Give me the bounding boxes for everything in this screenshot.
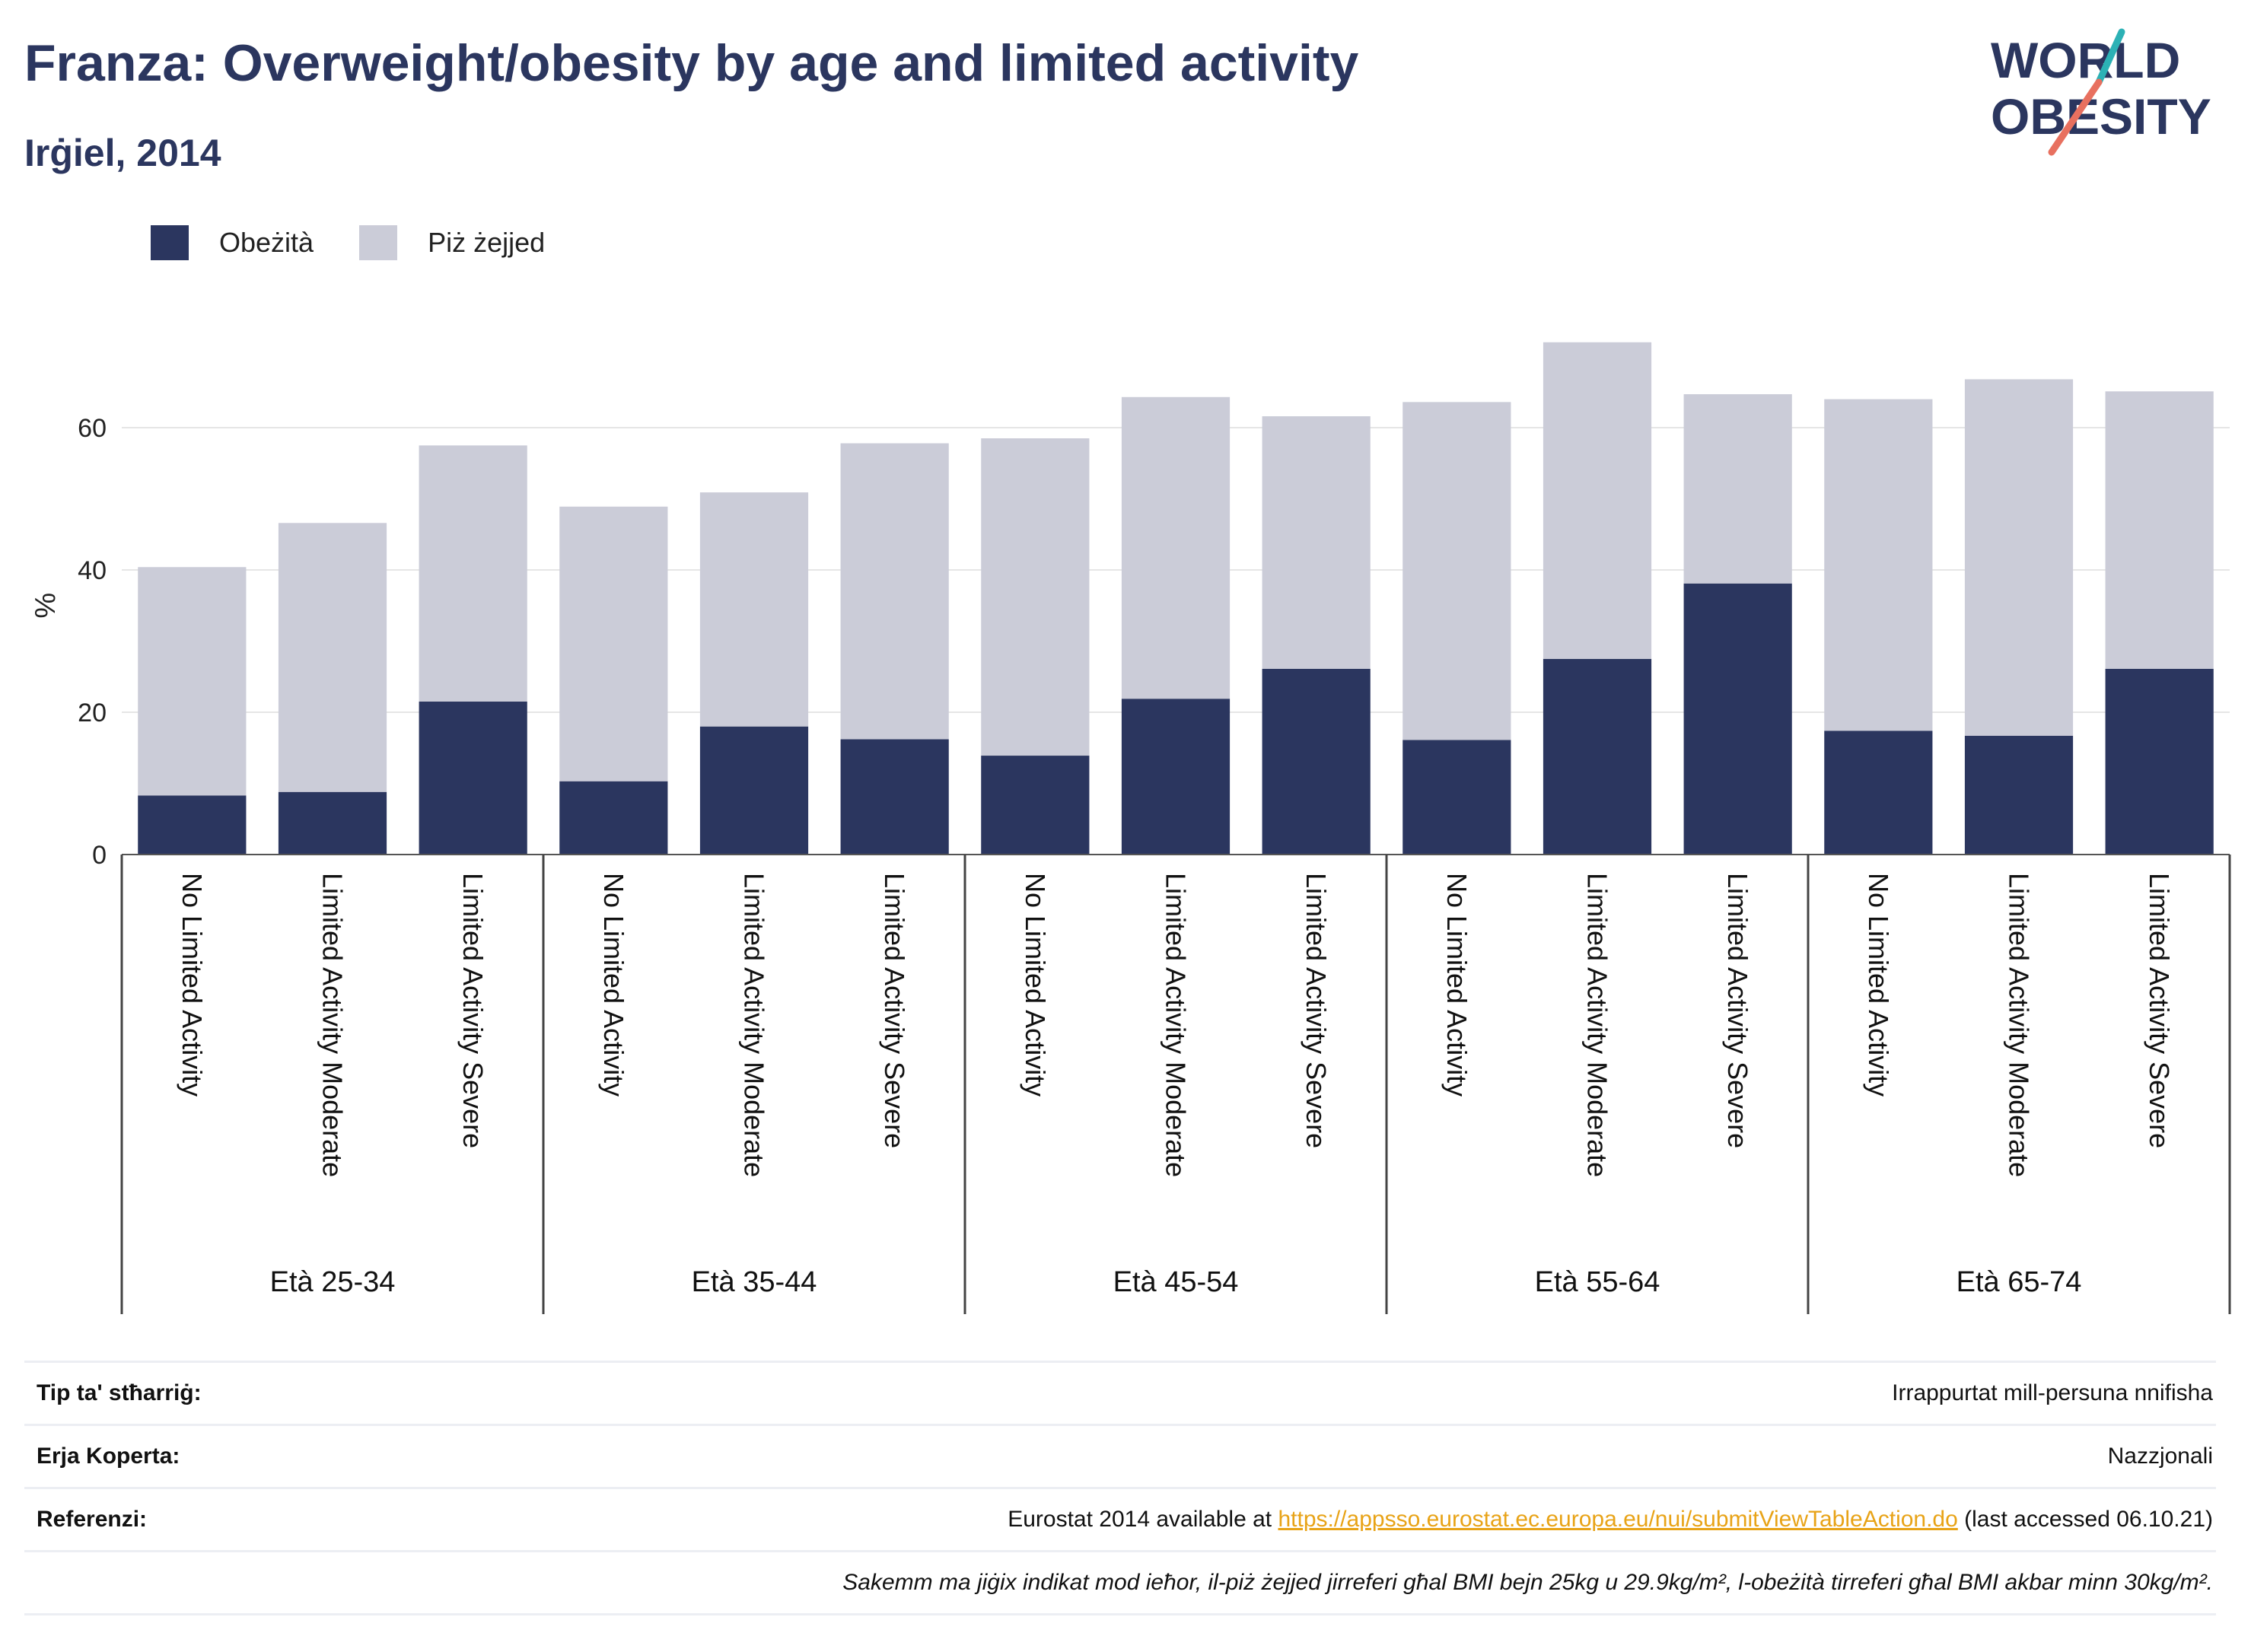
bar-obesity — [1824, 731, 1933, 855]
bar-obesity — [699, 726, 809, 855]
x-group-label: Età 35-44 — [692, 1266, 817, 1298]
world-obesity-logo: WORLD OBESITY — [1991, 28, 2211, 156]
logo-slash-teal — [2095, 28, 2125, 86]
references-prefix: Eurostat 2014 available at — [1008, 1507, 1278, 1532]
legend-swatch-obesity — [151, 225, 189, 260]
legend-label-overweight: Piż żejjed — [428, 227, 546, 258]
references-link[interactable]: https://appsso.eurostat.ec.europa.eu/nui… — [1278, 1507, 1958, 1532]
chart-legend: Obeżità Piż żejjed — [151, 225, 591, 260]
x-group-label: Età 65-74 — [1956, 1266, 2082, 1298]
x-category-label: Limited Activity Moderate — [2004, 873, 2035, 1177]
legend-item-overweight[interactable]: Piż żejjed — [359, 225, 545, 260]
x-category-label: No Limited Activity — [1020, 873, 1051, 1097]
x-category-label: Limited Activity Moderate — [1582, 873, 1613, 1177]
bar-overweight — [419, 445, 527, 702]
logo-line2: OBESITY — [1991, 88, 2211, 145]
bar-overweight — [1824, 399, 1933, 731]
bar-obesity — [278, 791, 387, 855]
bar-overweight — [1121, 396, 1231, 699]
x-category-label: No Limited Activity — [177, 873, 208, 1097]
bar-obesity — [138, 795, 247, 855]
bar-chart: 0 20 40 60% No Limited Activity Limited Activ… — [30, 342, 2231, 1314]
x-category-label: No Limited Activity — [1863, 873, 1894, 1097]
bar-overweight — [1543, 342, 1652, 659]
bar-obesity — [2105, 668, 2214, 855]
bar-overweight — [2105, 391, 2214, 669]
bar-overweight — [278, 523, 387, 792]
bar-obesity — [419, 701, 527, 855]
x-category-label: Limited Activity Severe — [2144, 873, 2175, 1148]
area-covered-value: Nazzjonali — [2107, 1444, 2213, 1469]
bar-overweight — [559, 506, 668, 781]
bar-obesity — [1262, 668, 1371, 855]
bar-obesity — [1543, 658, 1652, 855]
logo-line1: WORLD — [1991, 32, 2180, 88]
bar-overweight — [1964, 379, 2074, 736]
bar-obesity — [840, 739, 949, 855]
y-tick-label: 20 — [78, 699, 107, 727]
bar-obesity — [559, 781, 668, 855]
meta-row-survey: Tip ta' stħarriġ: Irrappurtat mill-persu… — [24, 1361, 2216, 1424]
references-value: Eurostat 2014 available at https://appss… — [1008, 1507, 2216, 1533]
logo-slash-coral — [2048, 78, 2103, 156]
bar-overweight — [1262, 416, 1371, 669]
y-tick-label: 60 — [78, 414, 107, 443]
x-category-label: Limited Activity Severe — [879, 873, 910, 1148]
metadata-table: Tip ta' stħarriġ: Irrappurtat mill-persu… — [24, 1361, 2216, 1615]
legend-item-obesity[interactable]: Obeżità — [151, 225, 314, 260]
x-category-label: Limited Activity Severe — [457, 873, 489, 1148]
area-covered-label: Erja Koperta: — [37, 1444, 180, 1469]
survey-type-label: Tip ta' stħarriġ: — [37, 1380, 202, 1405]
references-suffix: (last accessed 06.10.21) — [1957, 1507, 2213, 1532]
bar-overweight — [699, 492, 809, 727]
bar-obesity — [1683, 583, 1792, 855]
bar-obesity — [1964, 735, 2074, 855]
y-tick-label: 0 — [92, 841, 107, 870]
meta-row-area: Erja Koperta: Nazzjonali — [24, 1424, 2216, 1487]
x-category-label: No Limited Activity — [598, 873, 629, 1097]
survey-type-value: Irrappurtat mill-persuna nnifisha — [1892, 1380, 2213, 1405]
x-category-label: Limited Activity Moderate — [317, 873, 349, 1177]
x-category-label: Limited Activity Severe — [1301, 873, 1332, 1148]
x-category-label: Limited Activity Moderate — [739, 873, 770, 1177]
x-category-label: Limited Activity Moderate — [1161, 873, 1192, 1177]
bar-overweight — [840, 443, 949, 740]
bar-overweight — [1683, 394, 1792, 584]
bar-obesity — [1402, 740, 1511, 855]
y-tick-label: 40 — [78, 556, 107, 585]
x-group-label: Età 55-64 — [1535, 1266, 1660, 1298]
meta-row-references: Referenzi: Eurostat 2014 available at ht… — [24, 1487, 2216, 1550]
bar-obesity — [1121, 699, 1231, 855]
y-axis-label: % — [30, 593, 62, 619]
definition-note: Sakemm ma jiġix indikat mod ieħor, il-pi… — [842, 1570, 2213, 1595]
x-group-label: Età 25-34 — [270, 1266, 396, 1298]
x-category-label: Limited Activity Severe — [1722, 873, 1753, 1148]
chart-subtitle: Irġiel, 2014 — [24, 132, 221, 174]
x-category-label: No Limited Activity — [1441, 873, 1473, 1097]
legend-label-obesity: Obeżità — [219, 227, 314, 258]
meta-row-note: Sakemm ma jiġix indikat mod ieħor, il-pi… — [24, 1550, 2216, 1615]
bar-overweight — [1402, 402, 1511, 740]
bar-overweight — [981, 438, 1090, 756]
x-group-label: Età 45-54 — [1113, 1266, 1239, 1298]
bar-obesity — [981, 756, 1090, 855]
chart-title: Franza: Overweight/obesity by age and li… — [24, 34, 1359, 92]
references-label: Referenzi: — [37, 1507, 148, 1532]
bar-overweight — [138, 567, 247, 796]
legend-swatch-overweight — [359, 225, 398, 260]
